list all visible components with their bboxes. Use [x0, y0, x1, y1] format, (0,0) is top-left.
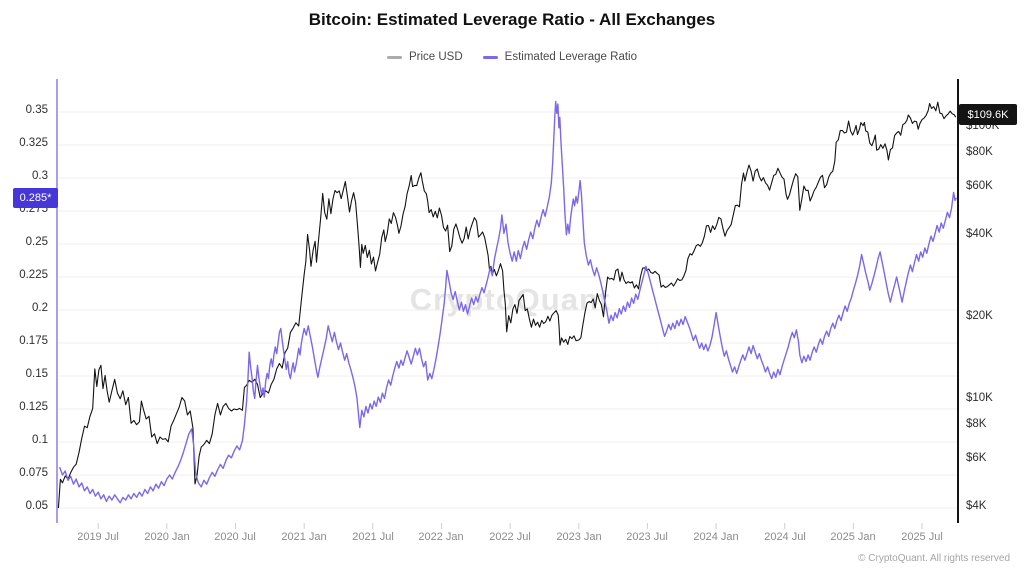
right-axis-tick-label: $8K: [966, 418, 987, 430]
left-axis-tick-label: 0.2: [32, 302, 48, 314]
leverage-last-value-badge: 0.285*: [13, 188, 58, 208]
x-axis-tick-label: 2022 Jan: [418, 531, 464, 543]
right-axis-tick-label: $80K: [966, 146, 993, 158]
price-line-swatch-icon: [386, 55, 402, 59]
x-axis-tick-label: 2020 Jul: [214, 531, 256, 543]
legend-item-price-usd[interactable]: Price USD: [386, 51, 463, 63]
left-axis-tick-label: 0.325: [19, 137, 48, 149]
x-axis-tick-label: 2023 Jul: [626, 531, 668, 543]
x-axis-tick-label: 2024 Jul: [764, 531, 806, 543]
left-axis-tick-label: 0.3: [32, 170, 48, 182]
x-axis-tick-label: 2025 Jul: [901, 531, 943, 543]
price-last-value-badge: $109.6K: [959, 104, 1017, 125]
legend-label-leverage: Estimated Leverage Ratio: [504, 51, 637, 63]
x-axis-tick-label: 2020 Jan: [144, 531, 190, 543]
leverage-line-swatch-icon: [482, 55, 498, 59]
leverage-ratio-line: [59, 100, 958, 504]
legend-label-price: Price USD: [408, 51, 463, 63]
right-axis-tick-label: $20K: [966, 310, 993, 322]
left-axis-tick-label: 0.1: [32, 434, 48, 446]
left-axis-tick-label: 0.15: [25, 368, 48, 380]
right-axis-tick-label: $60K: [966, 180, 993, 192]
copyright-notice: © CryptoQuant. All rights reserved: [858, 553, 1010, 564]
x-axis-tick-label: 2021 Jan: [281, 531, 327, 543]
legend: Price USD Estimated Leverage Ratio: [0, 51, 1024, 63]
left-axis-tick-label: 0.05: [25, 500, 48, 512]
chart-title: Bitcoin: Estimated Leverage Ratio - All …: [308, 10, 716, 29]
x-axis-tick-label: 2022 Jul: [489, 531, 531, 543]
price-usd-line: [57, 101, 957, 509]
left-axis-tick-label: 0.125: [19, 401, 48, 413]
x-axis-tick-label: 2021 Jul: [352, 531, 394, 543]
right-axis-tick-label: $4K: [966, 500, 987, 512]
x-axis-tick-label: 2024 Jan: [693, 531, 739, 543]
x-axis-tick-label: 2025 Jan: [830, 531, 876, 543]
right-axis-tick-label: $10K: [966, 392, 993, 404]
legend-item-leverage[interactable]: Estimated Leverage Ratio: [482, 51, 637, 63]
left-axis-tick-label: 0.225: [19, 269, 48, 281]
x-axis-tick-label: 2019 Jul: [77, 531, 119, 543]
right-axis-tick-label: $6K: [966, 452, 987, 464]
left-axis-tick-label: 0.075: [19, 467, 48, 479]
left-axis-tick-label: 0.175: [19, 335, 48, 347]
right-axis-tick-label: $40K: [966, 228, 993, 240]
left-axis-tick-label: 0.25: [25, 236, 48, 248]
x-axis-tick-label: 2023 Jan: [556, 531, 602, 543]
left-axis-tick-label: 0.35: [25, 104, 48, 116]
